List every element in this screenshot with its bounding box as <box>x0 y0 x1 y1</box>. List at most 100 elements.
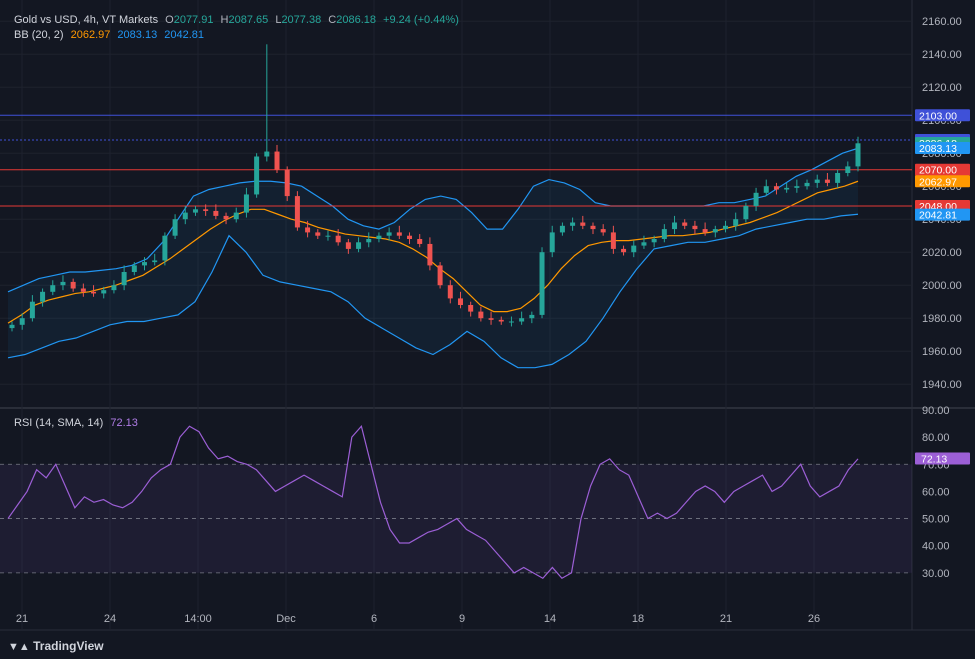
candle-body <box>264 151 270 157</box>
rsi-value-text: 72.13 <box>921 454 947 466</box>
rsi-line <box>7 425 859 580</box>
tradingview-logo: ▼▲ TradingView <box>8 639 104 653</box>
price-label-text: 2083.13 <box>919 143 957 155</box>
candle-body <box>192 209 198 213</box>
high-label: H <box>220 14 229 26</box>
candle-body <box>468 305 474 312</box>
candle-body <box>692 225 698 230</box>
candle-body <box>631 245 637 253</box>
candle-body <box>162 235 168 261</box>
candle-body <box>529 314 535 319</box>
candle-body <box>9 324 15 329</box>
candle-body <box>284 169 290 197</box>
candle-body <box>315 232 321 236</box>
candle-body <box>437 265 443 286</box>
bb-legend: BB (20, 2) 2062.97 2083.13 2042.81 <box>14 29 208 41</box>
candle-body <box>233 212 239 220</box>
rsi-label: RSI (14, SMA, 14) <box>14 417 104 429</box>
candle-body <box>70 281 76 289</box>
time-tick-label: 14:00 <box>184 613 212 625</box>
candle-body <box>835 173 841 183</box>
rsi-legend: RSI (14, SMA, 14) 72.13 <box>14 417 142 429</box>
candle-body <box>661 229 667 239</box>
price-label-box <box>915 175 970 188</box>
bb-lower-line <box>7 213 859 369</box>
candle-body <box>101 290 107 294</box>
candle-body <box>223 215 229 220</box>
price-label-box <box>915 208 970 221</box>
price-tick-label: 1980.00 <box>922 313 962 325</box>
price-label-text: 2042.81 <box>919 210 957 222</box>
time-tick-label: 24 <box>104 613 116 625</box>
time-tick-label: 14 <box>544 613 556 625</box>
candle-body <box>396 232 402 236</box>
candle-body <box>855 143 861 167</box>
candle-body <box>600 229 606 233</box>
candle-body <box>672 222 678 230</box>
price-tick-label: 2160.00 <box>922 16 962 28</box>
candle-body <box>131 265 137 272</box>
price-label-box <box>915 142 970 155</box>
rsi-tick-label: 80.00 <box>922 432 950 444</box>
candle-body <box>366 239 372 243</box>
candle-body <box>172 219 178 236</box>
time-tick-label: 21 <box>720 613 732 625</box>
rsi-tick-label: 40.00 <box>922 541 950 553</box>
candle-body <box>763 186 769 193</box>
candle-body <box>243 194 249 213</box>
close-label: C <box>328 14 337 26</box>
close-value: 2086.18 <box>336 14 376 26</box>
rsi-value: 72.13 <box>110 417 138 429</box>
time-tick-label: Dec <box>276 613 296 625</box>
low-label: L <box>275 14 282 26</box>
price-label-text: 2103.00 <box>919 110 957 122</box>
open-value: 2077.91 <box>173 14 214 26</box>
candle-body <box>386 232 392 236</box>
candle-body <box>722 225 728 230</box>
high-value: 2087.65 <box>228 14 269 26</box>
price-tick-label: 2000.00 <box>922 280 962 292</box>
candle-body <box>91 291 97 294</box>
candle-body <box>519 318 525 322</box>
candle-body <box>498 319 504 322</box>
time-tick-label: 21 <box>16 613 28 625</box>
price-tick-label: 1940.00 <box>922 379 962 391</box>
price-label-text: 2062.97 <box>919 176 957 188</box>
candle-body <box>80 288 86 292</box>
candle-body <box>610 232 616 249</box>
candle-body <box>447 285 453 299</box>
candle-body <box>845 166 851 173</box>
rsi-tick-label: 30.00 <box>922 568 950 580</box>
bb-upper-line <box>7 147 859 293</box>
candle-body <box>294 196 300 228</box>
price-label-box <box>915 109 970 122</box>
price-tick-label: 1960.00 <box>922 346 962 358</box>
candle-body <box>60 281 66 286</box>
candle-body <box>824 179 830 183</box>
candle-body <box>753 192 759 206</box>
candle-body <box>508 321 514 323</box>
candle-body <box>121 272 127 286</box>
candle-body <box>427 243 433 266</box>
candle-body <box>213 210 219 216</box>
candle-body <box>682 222 688 226</box>
bb-label: BB (20, 2) <box>14 29 64 41</box>
candle-body <box>580 222 586 226</box>
open-label: O <box>165 14 174 26</box>
symbol-title: Gold vs USD, 4h, VT Markets <box>14 14 159 26</box>
rsi-value-box <box>915 452 970 465</box>
candle-body <box>40 291 46 302</box>
price-label-text: 2070.00 <box>919 165 957 177</box>
time-tick-label: 6 <box>371 613 377 625</box>
candle-body <box>651 239 657 243</box>
candle-body <box>254 156 260 195</box>
time-tick-label: 18 <box>632 613 644 625</box>
candle-body <box>641 242 647 246</box>
bb-upper-value: 2083.13 <box>117 29 158 41</box>
low-value: 2077.38 <box>281 14 322 26</box>
candle-body <box>111 285 117 291</box>
candle-body <box>743 206 749 220</box>
candle-body <box>274 151 280 170</box>
time-tick-label: 26 <box>808 613 820 625</box>
